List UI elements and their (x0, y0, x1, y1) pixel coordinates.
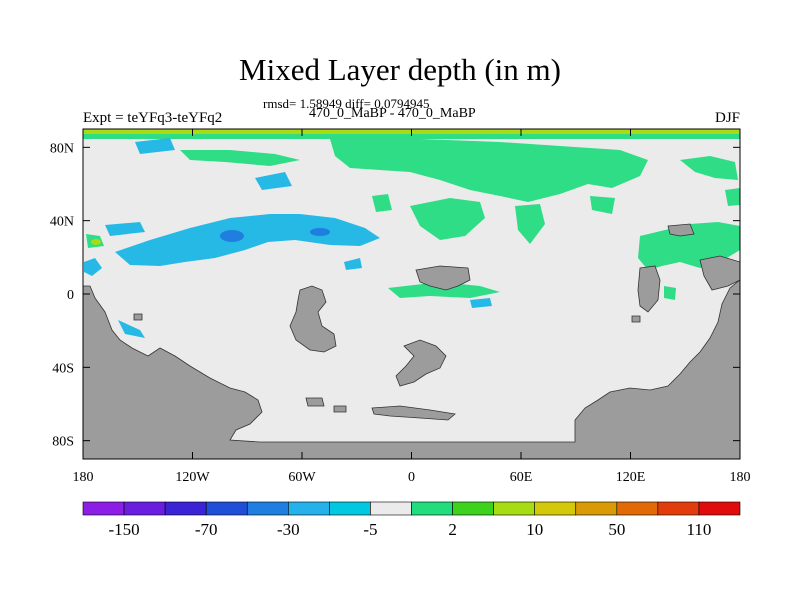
x-tick-label: 60W (288, 470, 316, 485)
colorbar-swatch (616, 501, 659, 516)
colorbar-label: 50 (608, 520, 625, 539)
experiment-label: Expt = teYFq3-teYFq2 (83, 110, 223, 126)
map-panel (82, 128, 741, 460)
colorbar-swatch (493, 501, 535, 516)
y-tick-label: 0 (67, 288, 74, 303)
colorbar-label: -150 (108, 520, 139, 539)
colorbar-swatch (575, 501, 618, 516)
colorbar: -150 -70 -30 -5 2 10 50 110 (82, 501, 741, 539)
x-tick-label: 0 (408, 470, 415, 485)
colorbar-label: -30 (277, 520, 300, 539)
colorbar-swatch (370, 501, 412, 516)
colorbar-swatch (82, 501, 125, 516)
colorbar-swatch (205, 501, 248, 516)
y-tick-label: 40S (52, 361, 74, 376)
colorbar-swatch (411, 501, 453, 516)
colorbar-label: 110 (687, 520, 712, 539)
colorbar-swatch (657, 501, 700, 516)
subtitle: 470_0_MaBP - 470_0_MaBP (309, 106, 476, 121)
strong-negative-anomalies (220, 228, 330, 242)
map-title: Mixed Layer depth (in m) (239, 52, 561, 87)
x-tick-label: 120W (175, 470, 210, 485)
colorbar-label: 2 (448, 520, 457, 539)
x-axis: 180 120W 60W 0 60E 120E 180 (73, 129, 751, 485)
y-tick-label: 80N (50, 141, 74, 156)
season-label: DJF (714, 110, 740, 126)
colorbar-label: -70 (195, 520, 218, 539)
colorbar-swatch (329, 501, 371, 516)
negative-anomalies (84, 138, 710, 338)
polar-band-green (83, 134, 740, 139)
y-axis: 80N 40N 0 40S 80S (50, 141, 740, 450)
y-tick-label: 40N (50, 215, 74, 230)
land (82, 223, 741, 460)
strong-positive-anomalies (91, 239, 101, 245)
x-tick-label: 180 (730, 470, 751, 485)
colorbar-swatch (246, 501, 289, 516)
colorbar-swatch (164, 501, 207, 516)
stats-text: rmsd= 1.58949 diff= 0.0794945 (263, 96, 430, 111)
colorbar-swatch (698, 501, 741, 516)
x-tick-label: 120E (616, 470, 646, 485)
colorbar-swatch (288, 501, 330, 516)
x-tick-label: 60E (510, 470, 533, 485)
y-tick-label: 80S (52, 435, 74, 450)
colorbar-swatch (452, 501, 494, 516)
colorbar-swatch (123, 501, 166, 516)
colorbar-swatch (534, 501, 577, 516)
colorbar-label: -5 (363, 520, 377, 539)
colorbar-label: 10 (526, 520, 543, 539)
x-tick-label: 180 (73, 470, 94, 485)
